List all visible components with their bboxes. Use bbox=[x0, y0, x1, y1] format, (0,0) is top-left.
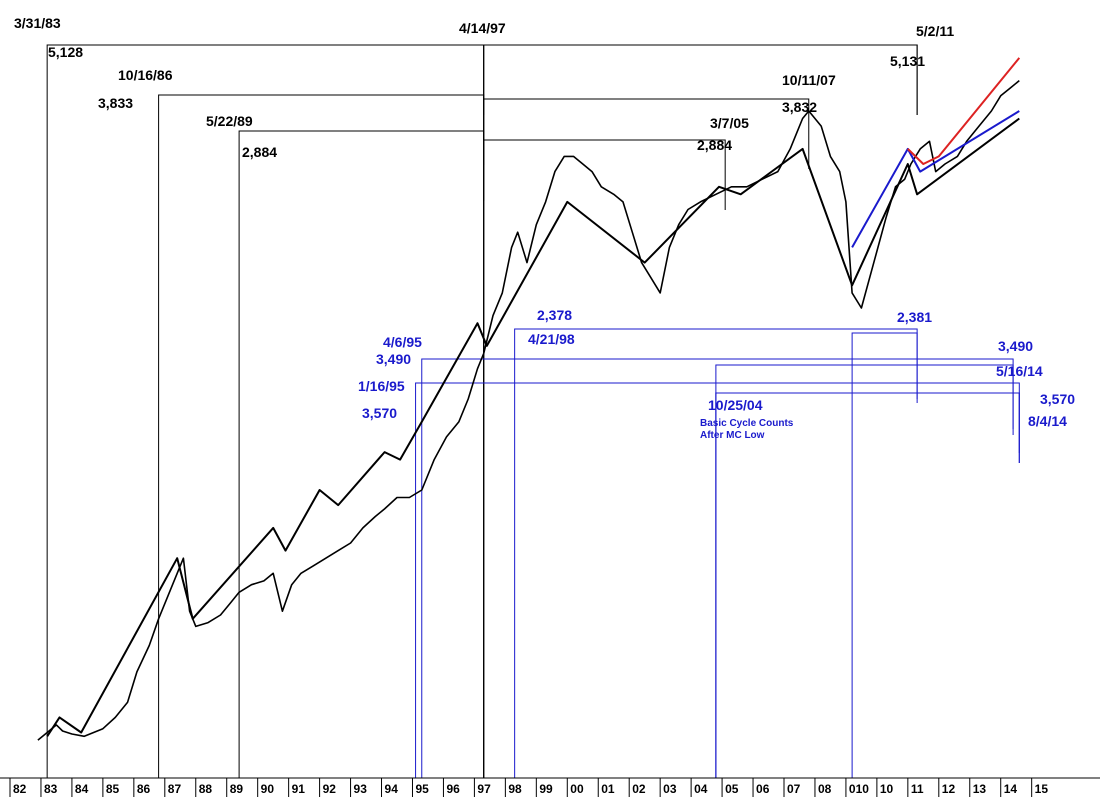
x-tick-label: 05 bbox=[725, 782, 739, 796]
label-3570-left: 3,570 bbox=[362, 405, 397, 421]
x-tick-label: 08 bbox=[818, 782, 832, 796]
label-5-22-89: 5/22/89 bbox=[206, 113, 253, 129]
x-tick-label: 03 bbox=[663, 782, 677, 796]
label-4-21-98: 4/21/98 bbox=[528, 331, 575, 347]
x-tick-label: 94 bbox=[385, 782, 399, 796]
label-3490-left: 3,490 bbox=[376, 351, 411, 367]
x-tick-label: 15 bbox=[1035, 782, 1049, 796]
bracket-lines bbox=[46, 44, 1020, 778]
label-3833: 3,833 bbox=[98, 95, 133, 111]
x-tick-label: 87 bbox=[168, 782, 182, 796]
x-tick-label: 02 bbox=[632, 782, 646, 796]
bracket-line bbox=[483, 139, 726, 778]
label-3490-right: 3,490 bbox=[998, 338, 1033, 354]
x-tick-label: 95 bbox=[415, 782, 429, 796]
label-4-6-95: 4/6/95 bbox=[383, 334, 422, 350]
x-tick-label: 89 bbox=[230, 782, 244, 796]
x-tick-label: 85 bbox=[106, 782, 120, 796]
x-tick-label: 86 bbox=[137, 782, 151, 796]
series-lines bbox=[37, 57, 1021, 741]
label-2884-right: 2,884 bbox=[697, 137, 732, 153]
bracket-line bbox=[715, 392, 1020, 778]
x-tick-label: 88 bbox=[199, 782, 213, 796]
x-tick-label: 98 bbox=[508, 782, 522, 796]
label-5128: 5,128 bbox=[48, 44, 83, 60]
label-10-16-86: 10/16/86 bbox=[118, 67, 173, 83]
x-tick-label: 96 bbox=[446, 782, 460, 796]
label-10-11-07: 10/11/07 bbox=[782, 72, 836, 88]
x-tick-label: 14 bbox=[1004, 782, 1018, 796]
label-3570-right: 3,570 bbox=[1040, 391, 1075, 407]
x-tick-label: 83 bbox=[44, 782, 58, 796]
x-tick-label: 04 bbox=[694, 782, 708, 796]
label-3832: 3,832 bbox=[782, 99, 817, 115]
x-tick-label: 07 bbox=[787, 782, 801, 796]
label-3-7-05: 3/7/05 bbox=[710, 115, 749, 131]
x-tick-label: 92 bbox=[323, 782, 337, 796]
label-4-14-97: 4/14/97 bbox=[459, 20, 506, 36]
bracket-line bbox=[238, 130, 485, 778]
label-2378: 2,378 bbox=[537, 307, 572, 323]
x-tick-label: 82 bbox=[13, 782, 27, 796]
x-tick-label: 99 bbox=[539, 782, 553, 796]
label-2884-left: 2,884 bbox=[242, 144, 277, 160]
x-tick-label: 01 bbox=[601, 782, 615, 796]
annotation-line-2: After MC Low bbox=[700, 430, 765, 441]
bracket-line bbox=[483, 44, 918, 778]
x-tick-label: 93 bbox=[354, 782, 368, 796]
x-tick-label: 00 bbox=[570, 782, 584, 796]
label-5131: 5,131 bbox=[890, 53, 925, 69]
label-5-16-14: 5/16/14 bbox=[996, 363, 1043, 379]
label-5-2-11: 5/2/11 bbox=[916, 23, 954, 39]
x-axis: 82 83 84 85 86 87 88 89 90 91 92 93 94 95 96 97 98 99 00 01… bbox=[0, 777, 1100, 797]
series-cycle-red bbox=[907, 57, 1021, 165]
x-tick-label: 11 bbox=[911, 782, 924, 796]
x-tick-label: 10 bbox=[880, 782, 894, 796]
series-cycle-blue bbox=[851, 110, 1020, 248]
x-tick-label: 91 bbox=[292, 782, 306, 796]
bracket-line bbox=[715, 392, 1020, 778]
label-8-4-14: 8/4/14 bbox=[1028, 413, 1067, 429]
label-2381: 2,381 bbox=[897, 309, 932, 325]
bracket-line bbox=[158, 94, 485, 778]
series-price bbox=[37, 79, 1020, 741]
x-tick-label: 13 bbox=[973, 782, 987, 796]
labels: 3/31/83 5,128 10/16/86 3,833 5/22/89 2,8… bbox=[14, 15, 1075, 441]
x-tick-label: 12 bbox=[942, 782, 956, 796]
x-tick-label: 90 bbox=[261, 782, 275, 796]
annotation-line-1: Basic Cycle Counts bbox=[700, 418, 794, 429]
bracket-line bbox=[851, 332, 918, 778]
label-3-31-83: 3/31/83 bbox=[14, 15, 61, 31]
label-10-25-04: 10/25/04 bbox=[708, 397, 763, 413]
x-tick-label: 06 bbox=[756, 782, 770, 796]
bracket-line bbox=[415, 382, 1020, 778]
x-tick-label: 97 bbox=[477, 782, 491, 796]
series-cycle-black bbox=[46, 117, 1020, 737]
label-1-16-95: 1/16/95 bbox=[358, 378, 405, 394]
x-tick-label: 010 bbox=[849, 782, 869, 796]
x-tick-label: 84 bbox=[75, 782, 89, 796]
